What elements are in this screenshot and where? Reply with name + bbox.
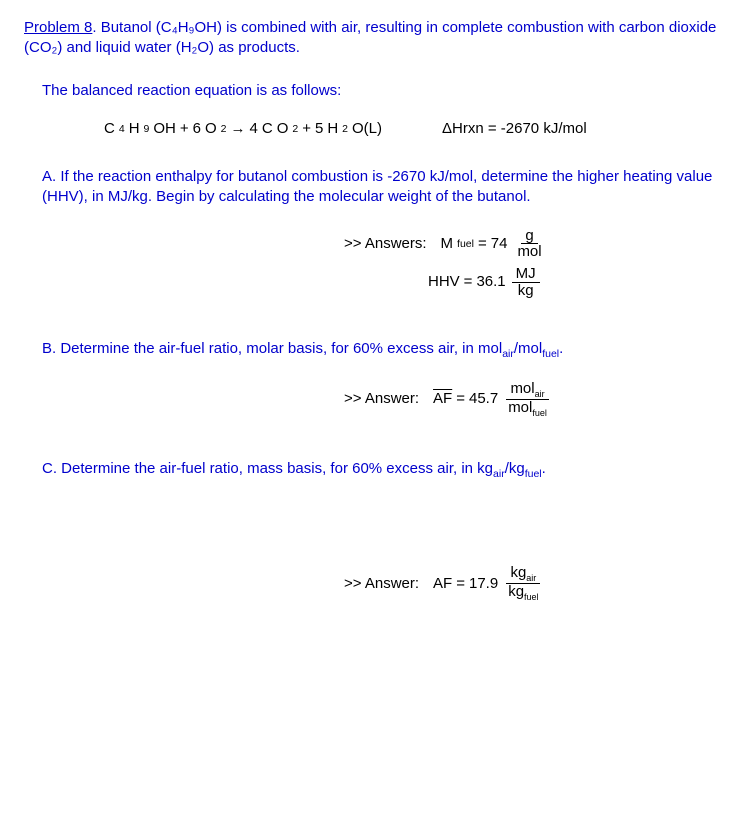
part-c-pre: C. Determine the air-fuel ratio, mass ba… — [42, 460, 493, 477]
part-b-text: B. Determine the air-fuel ratio, molar b… — [42, 339, 730, 361]
part-a-answer-hhv: HHV = 36.1 MJ kg — [428, 266, 730, 299]
eq-o2-sub: 2 — [221, 122, 227, 136]
af-den-sub-b: fuel — [532, 408, 547, 418]
hhv-unit: MJ kg — [512, 266, 540, 299]
balanced-equation-row: C4H9OH + 6O2 → 4CO2 + 5H2O(L) ΔHrxn = -2… — [104, 119, 730, 139]
af-sym-c: AF — [433, 574, 452, 594]
eq-o2-coef: 6 — [193, 119, 201, 139]
af-den-base-c: kg — [508, 583, 524, 600]
eq-h: H — [129, 119, 140, 139]
af-val-b: 45.7 — [469, 389, 498, 409]
af-den-base-b: mol — [508, 399, 532, 416]
af-val-c: 17.9 — [469, 574, 498, 594]
part-b-pre: B. Determine the air-fuel ratio, molar b… — [42, 340, 502, 357]
part-a-text: A. If the reaction enthalpy for butanol … — [42, 167, 730, 208]
part-a-answers: >> Answers: Mfuel = 74 g mol HHV = 36.1 … — [344, 228, 730, 299]
af-den-sub-c: fuel — [524, 592, 539, 602]
eq-oh: OH — [153, 119, 176, 139]
part-b-sub1: air — [502, 348, 514, 360]
eq-h2o-coef: 5 — [315, 119, 323, 139]
af-sym-b: AF — [433, 389, 452, 409]
eq-o2: O — [205, 119, 217, 139]
mfuel-eq: = — [478, 234, 487, 254]
mfuel-unit: g mol — [513, 228, 545, 261]
af-num-base-c: kg — [510, 564, 526, 581]
part-c-sub2: fuel — [525, 468, 542, 480]
hhv-sym: HHV — [428, 272, 460, 292]
eq-arrow: → — [231, 119, 246, 139]
hhv-unit-num: MJ — [512, 266, 540, 283]
answer-label-c: >> Answer: — [344, 574, 419, 594]
part-b-mid: /mol — [514, 340, 542, 357]
hhv-unit-den: kg — [514, 283, 538, 299]
af-unit-c: kgair kgfuel — [504, 565, 542, 603]
part-c-mid: /kg — [505, 460, 525, 477]
answer-label-b: >> Answer: — [344, 389, 419, 409]
mfuel-unit-num: g — [521, 228, 537, 245]
hhv-val: 36.1 — [476, 272, 505, 292]
af-eq-b: = — [456, 389, 465, 409]
mfuel-sym: M — [441, 234, 454, 254]
answers-label: >> Answers: — [344, 234, 427, 254]
af-eq-c: = — [456, 574, 465, 594]
part-a-answer-mfuel: >> Answers: Mfuel = 74 g mol — [344, 228, 730, 261]
part-c-sub1: air — [493, 468, 505, 480]
problem-title: Problem 8 — [24, 19, 92, 36]
part-b-answer: >> Answer: AF = 45.7 molair molfuel — [344, 381, 730, 419]
mfuel-unit-den: mol — [513, 244, 545, 260]
mfuel-sub: fuel — [457, 237, 474, 251]
part-b-post: . — [559, 340, 563, 357]
eq-h2o-sub: 2 — [342, 122, 348, 136]
part-c-answer: >> Answer: AF = 17.9 kgair kgfuel — [344, 565, 730, 603]
eq-c: C — [104, 119, 115, 139]
eq-h2o-h: H — [327, 119, 338, 139]
eq-co2-sub: 2 — [292, 122, 298, 136]
af-unit-b: molair molfuel — [504, 381, 551, 419]
part-b-sub2: fuel — [542, 348, 559, 360]
eq-plus2: + — [302, 119, 311, 139]
eq-co2-coef: 4 — [250, 119, 258, 139]
balanced-equation: C4H9OH + 6O2 → 4CO2 + 5H2O(L) — [104, 119, 382, 139]
eq-c-sub: 4 — [119, 122, 125, 136]
part-c-text: C. Determine the air-fuel ratio, mass ba… — [42, 459, 730, 481]
eq-plus1: + — [180, 119, 189, 139]
hhv-eq: = — [464, 272, 473, 292]
eq-co2-o: O — [277, 119, 289, 139]
af-num-sub-c: air — [526, 573, 536, 583]
eq-h2o-o: O(L) — [352, 119, 382, 139]
eq-co2-c: C — [262, 119, 273, 139]
eq-h-sub: 9 — [144, 122, 150, 136]
af-num-base-b: mol — [510, 380, 534, 397]
part-c-post: . — [542, 460, 546, 477]
af-num-sub-b: air — [535, 389, 545, 399]
mfuel-val: 74 — [491, 234, 508, 254]
problem-intro: Problem 8. Butanol (C₄H₉OH) is combined … — [24, 18, 730, 59]
intro-text: . Butanol (C₄H₉OH) is combined with air,… — [24, 19, 716, 56]
delta-h: ΔHrxn = -2670 kJ/mol — [442, 119, 587, 139]
balanced-label: The balanced reaction equation is as fol… — [42, 81, 730, 101]
